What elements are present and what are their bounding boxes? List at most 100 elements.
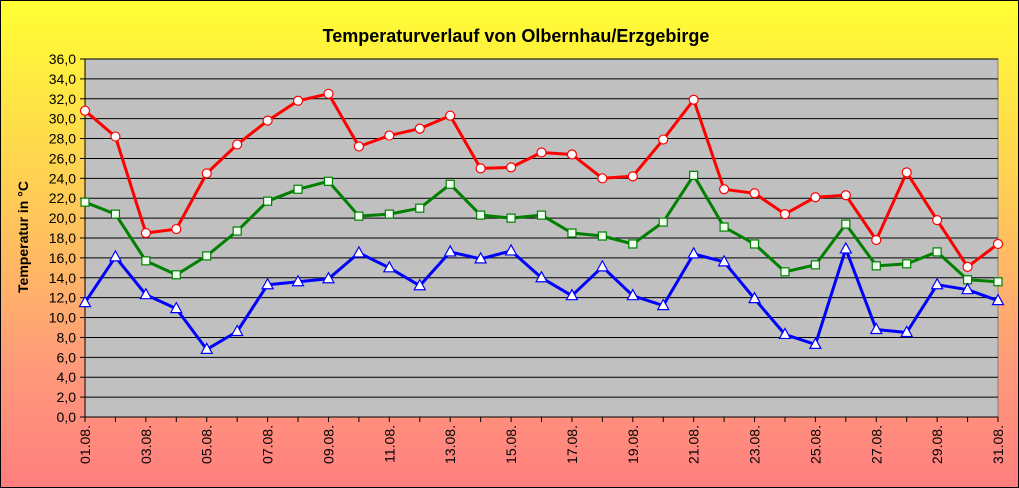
data-point [778, 327, 792, 340]
data-point [232, 226, 242, 236]
data-point [567, 228, 577, 238]
data-point [80, 197, 90, 207]
data-point [505, 162, 517, 173]
y-tick-label: 34,0 [49, 71, 76, 87]
data-point [476, 210, 486, 220]
data-point [262, 115, 273, 126]
data-point [901, 167, 912, 178]
data-point [384, 209, 394, 219]
data-point [900, 325, 914, 338]
data-point [658, 217, 668, 227]
data-point [443, 244, 457, 257]
data-point [230, 324, 244, 337]
y-tick-label: 18,0 [49, 230, 76, 246]
data-point [536, 147, 547, 158]
data-point [292, 95, 304, 106]
y-tick-label: 22,0 [49, 190, 76, 206]
data-point [808, 337, 822, 350]
series-2 [80, 170, 1003, 287]
data-point [932, 247, 942, 257]
data-point [78, 295, 92, 308]
data-point [749, 239, 760, 249]
x-tick-label: 23.08. [747, 425, 763, 464]
data-point [717, 254, 731, 267]
series-3 [78, 241, 1005, 354]
y-tick-label: 2,0 [57, 389, 77, 405]
data-point [171, 270, 181, 280]
data-point [108, 249, 122, 262]
data-point [110, 131, 121, 142]
data-point [202, 251, 212, 261]
x-tick-label: 01.08. [77, 425, 93, 464]
data-point [962, 261, 973, 272]
data-point [992, 238, 1004, 250]
chart-title: Temperaturverlauf von Olbernhau/Erzgebir… [323, 26, 710, 46]
data-point [626, 288, 640, 301]
data-point [961, 282, 975, 295]
data-point [779, 209, 791, 220]
y-axis-label: Temperatur in °C [15, 181, 31, 293]
data-point [504, 243, 518, 256]
data-point [656, 298, 670, 311]
data-point [993, 277, 1003, 287]
data-point [352, 245, 366, 258]
data-point [474, 251, 488, 264]
data-point [382, 260, 396, 273]
data-point [353, 141, 364, 152]
y-tick-label: 6,0 [57, 349, 77, 365]
x-tick-label: 09.08. [320, 425, 336, 464]
y-tick-label: 24,0 [49, 170, 76, 186]
y-tick-label: 30,0 [49, 111, 76, 127]
data-point [506, 213, 516, 223]
data-point [780, 267, 790, 277]
x-tick-label: 13.08. [442, 425, 458, 464]
data-point [597, 173, 608, 184]
data-point [841, 219, 851, 229]
data-point [810, 260, 821, 270]
data-point [323, 176, 334, 186]
data-point [384, 130, 395, 141]
x-tick-label: 21.08. [686, 425, 702, 464]
x-tick-label: 25.08. [807, 425, 823, 464]
data-point [871, 234, 882, 246]
data-point [293, 184, 303, 194]
data-point [869, 322, 883, 335]
data-point [169, 301, 183, 314]
data-point [415, 203, 425, 213]
x-tick-label: 05.08. [199, 425, 215, 464]
data-point [718, 184, 730, 195]
data-point [201, 168, 212, 179]
data-point [839, 241, 853, 254]
data-point [930, 277, 944, 290]
plot-area [84, 58, 999, 418]
axes: 0,0 2,0 4,0 6,0 8,0 10,0 12,0 14,0 16,0 18,0 20,0 2… [49, 51, 1006, 464]
series-group [78, 88, 1005, 354]
data-point [871, 261, 881, 271]
y-tick-label: 0,0 [57, 409, 77, 425]
data-point [200, 342, 214, 354]
data-point [110, 209, 121, 219]
data-point [749, 188, 760, 199]
y-tick-label: 8,0 [57, 329, 77, 345]
y-tick-label: 12,0 [49, 290, 76, 306]
data-point [932, 215, 943, 226]
y-tick-label: 26,0 [49, 150, 76, 166]
data-point [445, 179, 455, 189]
data-point [171, 223, 182, 235]
x-tick-label: 17.08. [564, 425, 580, 464]
data-point [748, 291, 762, 304]
y-tick-label: 16,0 [49, 250, 76, 266]
data-point [232, 139, 243, 150]
data-point [627, 171, 638, 182]
data-point [991, 293, 1005, 306]
data-point [840, 190, 851, 201]
data-point [902, 259, 912, 269]
data-point [413, 278, 427, 291]
data-point [79, 105, 91, 116]
data-point [475, 163, 486, 174]
data-point [810, 192, 821, 203]
data-point [688, 94, 699, 105]
data-point [628, 239, 638, 249]
x-tick-label: 27.08. [868, 425, 884, 464]
